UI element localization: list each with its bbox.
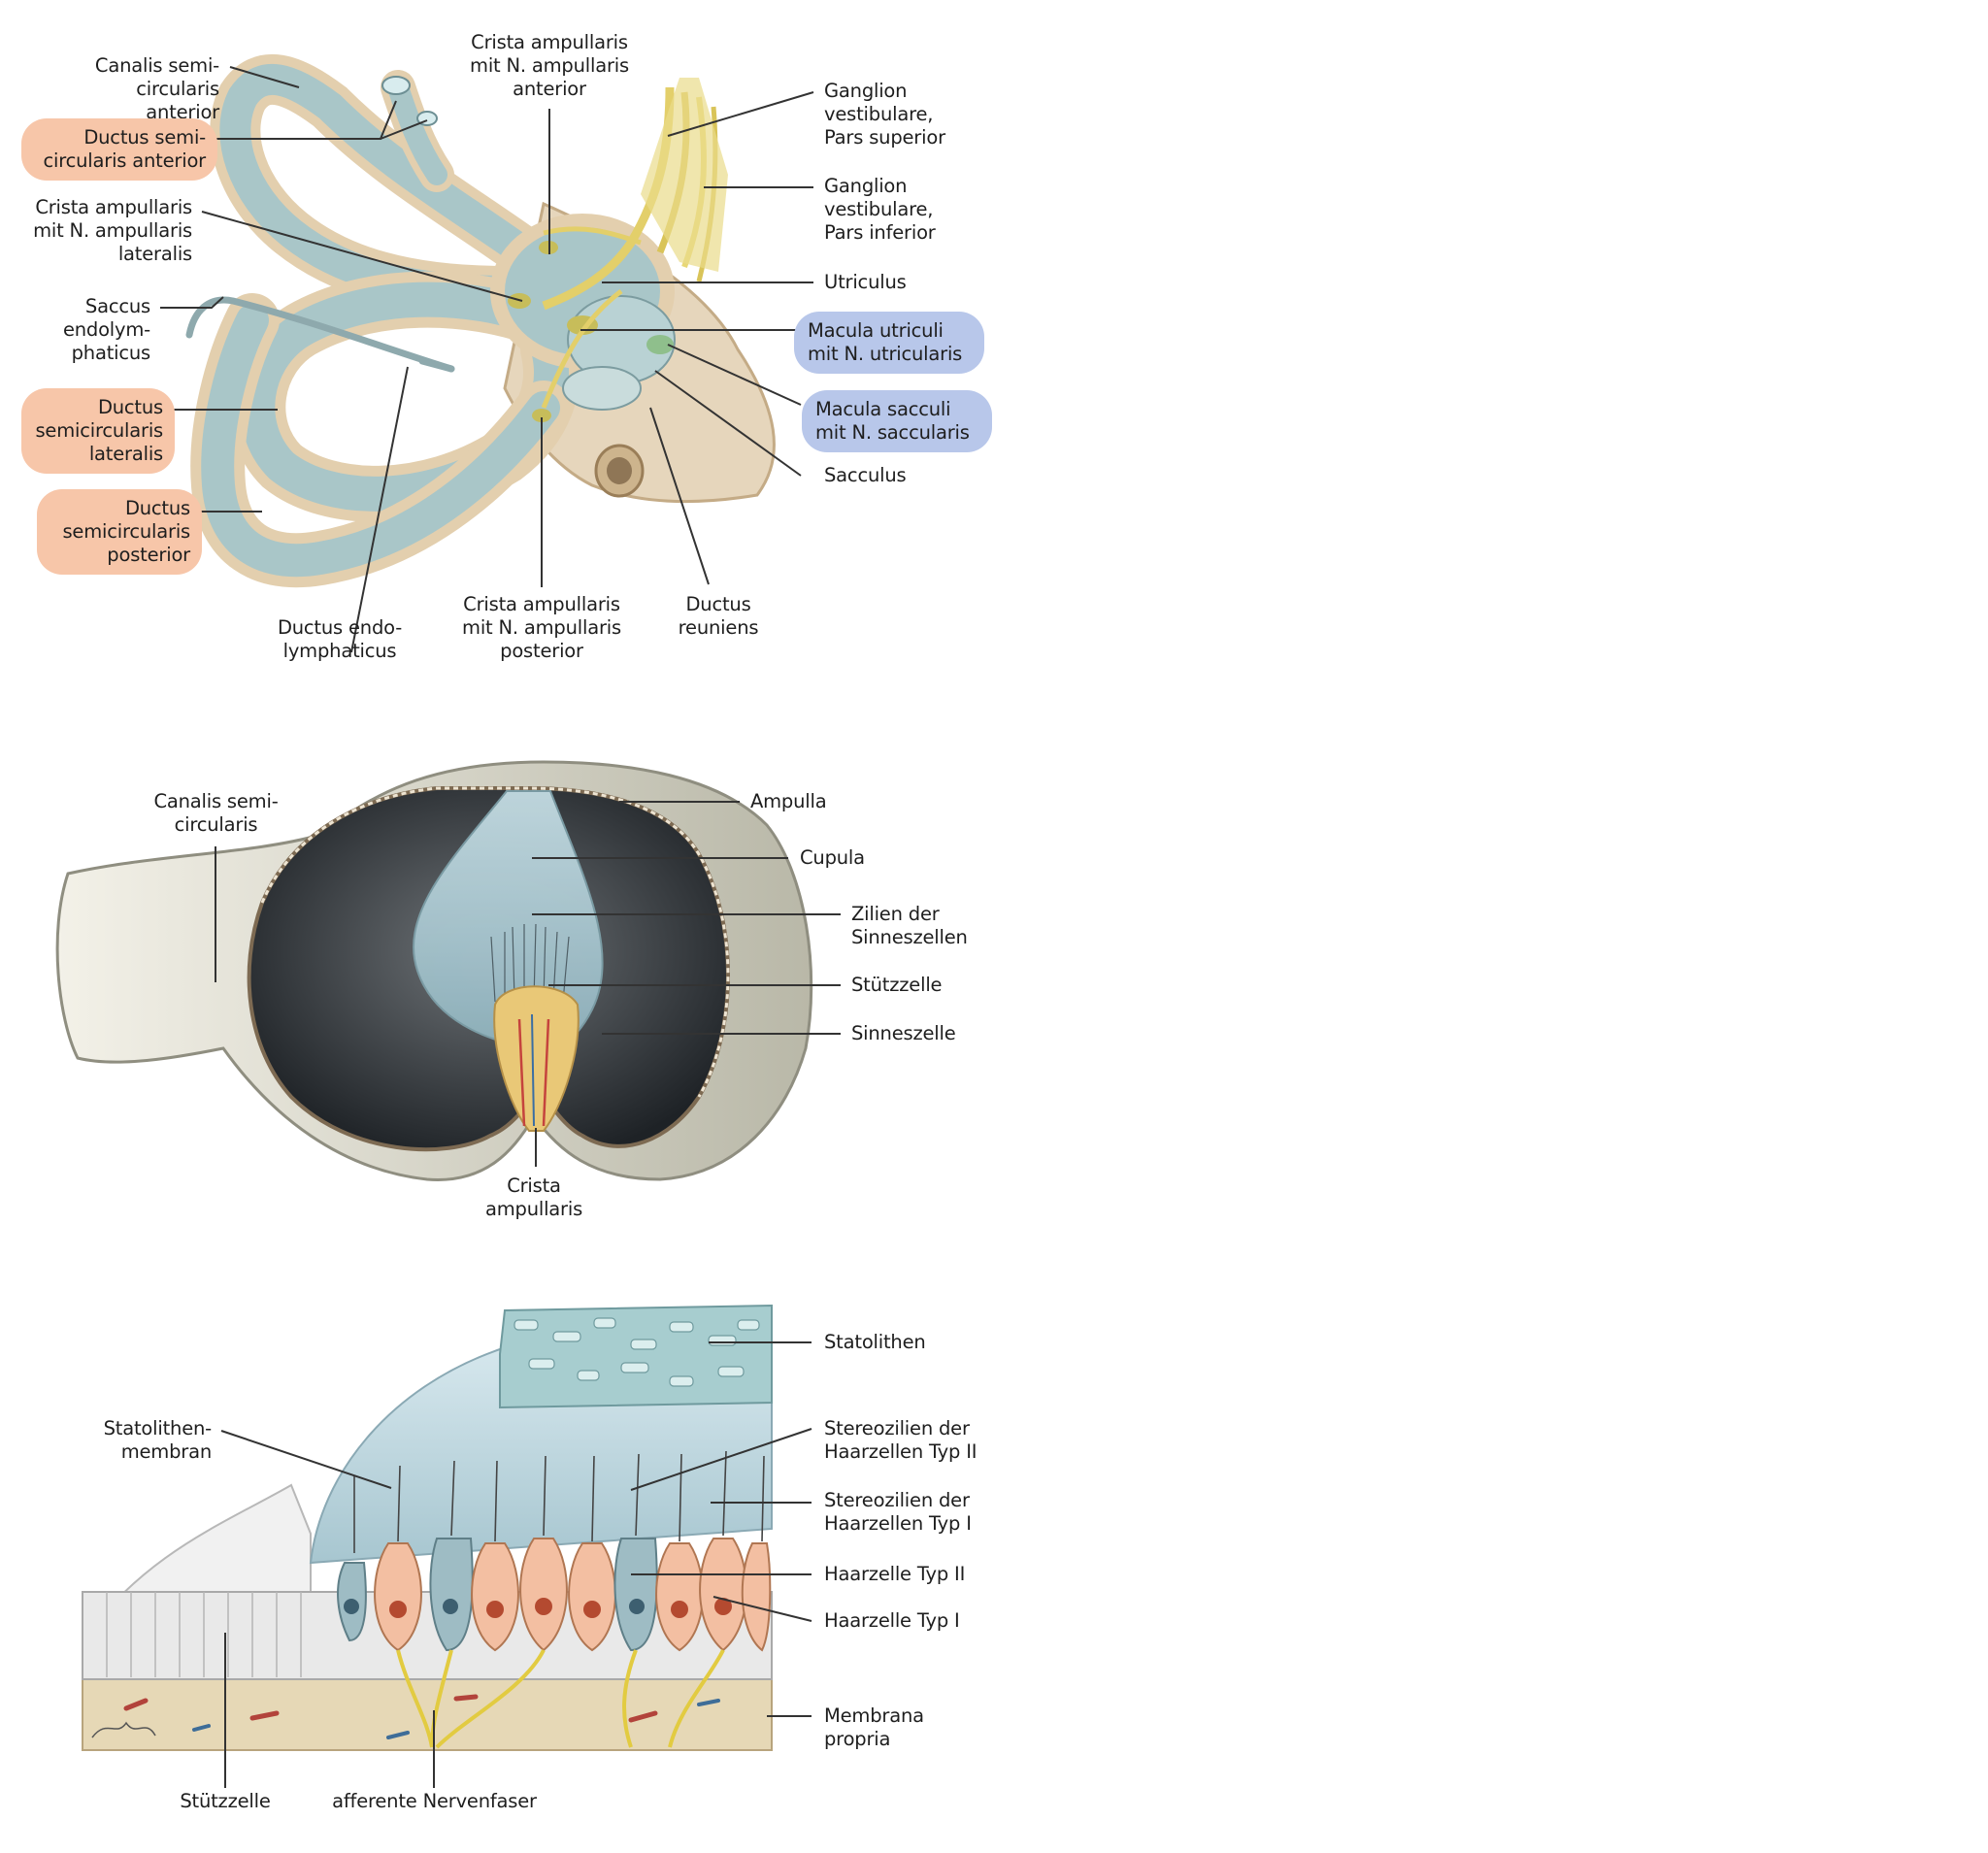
crista-posterior xyxy=(532,409,551,422)
label-macula-utriculi: Macula utriculi mit N. utricularis xyxy=(794,312,984,374)
label-saccus-endolymphaticus: Saccus endolym- phaticus xyxy=(62,295,150,364)
crista-ampullaris-body xyxy=(493,985,580,1132)
ampulla-figure xyxy=(55,760,813,1181)
label-canalis-anterior: Canalis semi- circularis anterior xyxy=(94,54,219,123)
label-stereozilien-typ2: Stereozilien der Haarzellen Typ II xyxy=(824,1417,977,1463)
label-ampulla: Ampulla xyxy=(750,790,827,812)
label-haarzelle-typ2: Haarzelle Typ II xyxy=(824,1563,966,1585)
label-membrana-propria: Membrana propria xyxy=(824,1704,924,1750)
macula-figure xyxy=(82,1304,773,1751)
label-ganglion-superior: Ganglion vestibulare, Pars superior xyxy=(824,80,945,149)
fig3-leader-lines xyxy=(220,1341,812,1788)
label-ductus-anterior: Ductus semi- circularis anterior xyxy=(21,118,217,181)
label-crista-posterior: Crista ampullaris mit N. ampullaris post… xyxy=(462,593,621,662)
ductus-anterior xyxy=(219,64,540,307)
ampulla-membrane xyxy=(260,786,730,1098)
hair-cells xyxy=(337,1538,772,1652)
label-macula-sacculi: Macula sacculi mit N. saccularis xyxy=(802,390,992,452)
label-cupula: Cupula xyxy=(800,846,865,869)
label-ductus-posterior: Ductus semicircularis posterior xyxy=(37,489,202,575)
stereocilia xyxy=(353,1450,765,1553)
label-sinneszelle: Sinneszelle xyxy=(851,1022,956,1044)
ganglion-vestibulare xyxy=(541,78,728,409)
label-utriculus: Utriculus xyxy=(824,271,907,293)
label-ductus-lateralis: Ductus semicircularis lateralis xyxy=(21,388,175,474)
label-sacculus: Sacculus xyxy=(824,464,907,486)
label-stereozilien-typ1: Stereozilien der Haarzellen Typ I xyxy=(824,1489,972,1535)
label-ganglion-inferior: Ganglion vestibulare, Pars inferior xyxy=(824,175,936,244)
label-statolithen-membran: Statolithen- membran xyxy=(103,1417,213,1463)
label-crista-anterior: Crista ampullaris mit N. ampullaris ante… xyxy=(470,31,629,100)
afferent-nerve-fibres xyxy=(396,1649,725,1749)
artist-signature xyxy=(91,1721,156,1738)
label-stuetzzelle-fig3: Stützzelle xyxy=(180,1790,271,1812)
statolithen-layer xyxy=(499,1304,773,1409)
label-ductus-reuniens: Ductus reuniens xyxy=(678,593,759,639)
membrana-propria-tissue xyxy=(82,1676,773,1751)
macula-sacculi xyxy=(646,335,674,354)
canalis-anterior-bony xyxy=(210,54,549,316)
label-statolithen: Statolithen xyxy=(824,1331,926,1353)
label-ductus-endolymphaticus: Ductus endo- lymphaticus xyxy=(277,616,403,662)
ductus-endolymphaticus xyxy=(185,296,455,373)
label-afferente-nervenfaser: afferente Nervenfaser xyxy=(332,1790,537,1812)
label-crista-ampullaris: Crista ampullaris xyxy=(484,1175,583,1220)
label-stuetzzelle-fig2: Stützzelle xyxy=(851,974,943,996)
labyrinth-figure xyxy=(185,54,776,588)
ductus-posterior xyxy=(201,304,560,578)
label-haarzelle-typ1: Haarzelle Typ I xyxy=(824,1609,960,1632)
label-crista-lateralis: Crista ampullaris mit N. ampullaris late… xyxy=(33,196,192,265)
fig2-leader-lines xyxy=(215,801,841,1167)
label-zilien: Zilien der Sinneszellen xyxy=(851,903,968,948)
label-canalis-semicircularis: Canalis semi- circularis xyxy=(153,790,279,836)
fig1-leader-lines xyxy=(160,66,814,653)
